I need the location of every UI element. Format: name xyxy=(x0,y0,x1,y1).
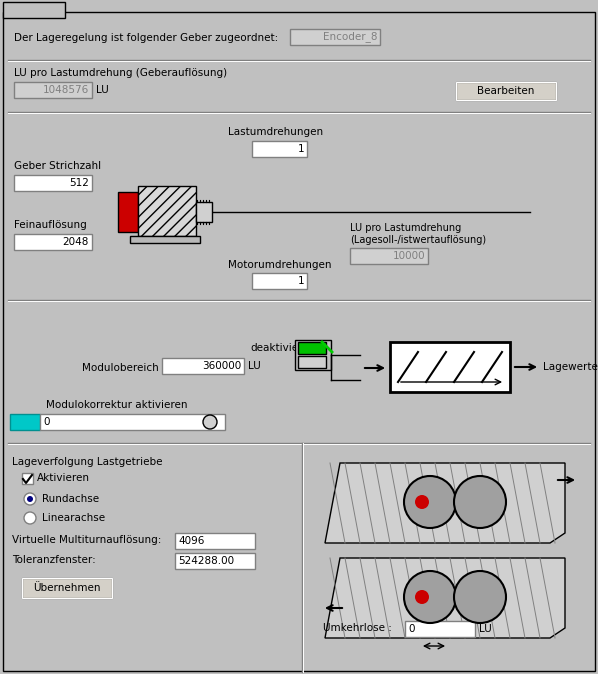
Text: Bearbeiten: Bearbeiten xyxy=(477,86,535,96)
Bar xyxy=(252,273,307,289)
Bar xyxy=(14,175,92,191)
Text: Encoder_8: Encoder_8 xyxy=(322,32,377,42)
Bar xyxy=(298,342,326,354)
Text: LU pro Lastumdrehung: LU pro Lastumdrehung xyxy=(350,223,461,233)
Text: Virtuelle Multiturnauflösung:: Virtuelle Multiturnauflösung: xyxy=(12,535,161,545)
Bar xyxy=(40,414,225,430)
Text: 360000: 360000 xyxy=(202,361,241,371)
Bar xyxy=(3,2,65,18)
Bar xyxy=(22,578,112,598)
Text: 1048576: 1048576 xyxy=(42,85,89,95)
Circle shape xyxy=(454,476,506,528)
Bar xyxy=(130,236,200,243)
Text: Toleranzfenster:: Toleranzfenster: xyxy=(12,555,96,565)
Text: 512: 512 xyxy=(69,178,89,188)
Text: 0: 0 xyxy=(309,343,315,353)
Text: Rundachse: Rundachse xyxy=(42,494,99,504)
Polygon shape xyxy=(325,558,565,638)
Circle shape xyxy=(27,496,33,502)
Bar xyxy=(456,82,556,100)
Bar xyxy=(456,82,556,100)
Text: 10000: 10000 xyxy=(392,251,425,261)
Text: 1: 1 xyxy=(309,357,315,367)
Circle shape xyxy=(454,571,506,623)
Text: 4096: 4096 xyxy=(178,536,205,546)
Text: Umkehrlose :: Umkehrlose : xyxy=(323,623,392,633)
Text: Mechanik: Mechanik xyxy=(9,5,59,15)
Bar xyxy=(14,82,92,98)
Circle shape xyxy=(24,493,36,505)
Bar xyxy=(14,234,92,250)
Bar xyxy=(295,340,331,370)
Bar xyxy=(22,473,33,484)
Text: Feinauflösung: Feinauflösung xyxy=(14,220,87,230)
Text: Modulobereich: Modulobereich xyxy=(82,363,158,373)
Text: 0: 0 xyxy=(43,417,50,427)
Text: Aktivieren: Aktivieren xyxy=(37,473,90,483)
Polygon shape xyxy=(325,463,565,543)
Text: LU: LU xyxy=(479,624,492,634)
Text: Lageverfolgung Lastgetriebe: Lageverfolgung Lastgetriebe xyxy=(12,457,163,467)
Text: 524288.00: 524288.00 xyxy=(178,556,234,566)
Circle shape xyxy=(415,495,429,509)
Bar xyxy=(118,192,138,232)
Text: Übernehmen: Übernehmen xyxy=(33,583,100,593)
Text: Geber Strichzahl: Geber Strichzahl xyxy=(14,161,101,171)
Text: Lagewerter: Lagewerter xyxy=(543,362,598,372)
Text: 0: 0 xyxy=(408,624,414,634)
Text: Der Lageregelung ist folgender Geber zugeordnet:: Der Lageregelung ist folgender Geber zug… xyxy=(14,33,278,43)
Circle shape xyxy=(24,512,36,524)
Bar xyxy=(22,578,112,598)
Bar xyxy=(252,141,307,157)
Text: Modulokorrektur aktivieren: Modulokorrektur aktivieren xyxy=(46,400,188,410)
Bar xyxy=(390,342,510,392)
Bar xyxy=(298,356,326,368)
Text: Lastumdrehungen: Lastumdrehungen xyxy=(228,127,323,137)
Circle shape xyxy=(203,415,217,429)
Bar xyxy=(162,358,244,374)
Bar xyxy=(10,414,40,430)
Text: 1: 1 xyxy=(297,276,304,286)
Bar xyxy=(138,186,196,236)
Bar xyxy=(175,533,255,549)
Bar xyxy=(405,621,475,637)
Bar xyxy=(350,248,428,264)
Text: 2048: 2048 xyxy=(63,237,89,247)
Bar xyxy=(290,29,380,45)
Bar xyxy=(175,553,255,569)
Text: LU: LU xyxy=(248,361,261,371)
Text: LU: LU xyxy=(96,85,109,95)
Text: 1: 1 xyxy=(297,144,304,154)
Circle shape xyxy=(404,571,456,623)
Text: Linearachse: Linearachse xyxy=(42,513,105,523)
Text: Motorumdrehungen: Motorumdrehungen xyxy=(228,260,331,270)
Text: (Lagesoll-/istwertauflösung): (Lagesoll-/istwertauflösung) xyxy=(350,235,486,245)
Circle shape xyxy=(404,476,456,528)
Bar xyxy=(196,202,212,222)
Text: LU pro Lastumdrehung (Geberauflösung): LU pro Lastumdrehung (Geberauflösung) xyxy=(14,68,227,78)
Circle shape xyxy=(415,590,429,604)
Text: deaktiviert: deaktiviert xyxy=(250,343,307,353)
